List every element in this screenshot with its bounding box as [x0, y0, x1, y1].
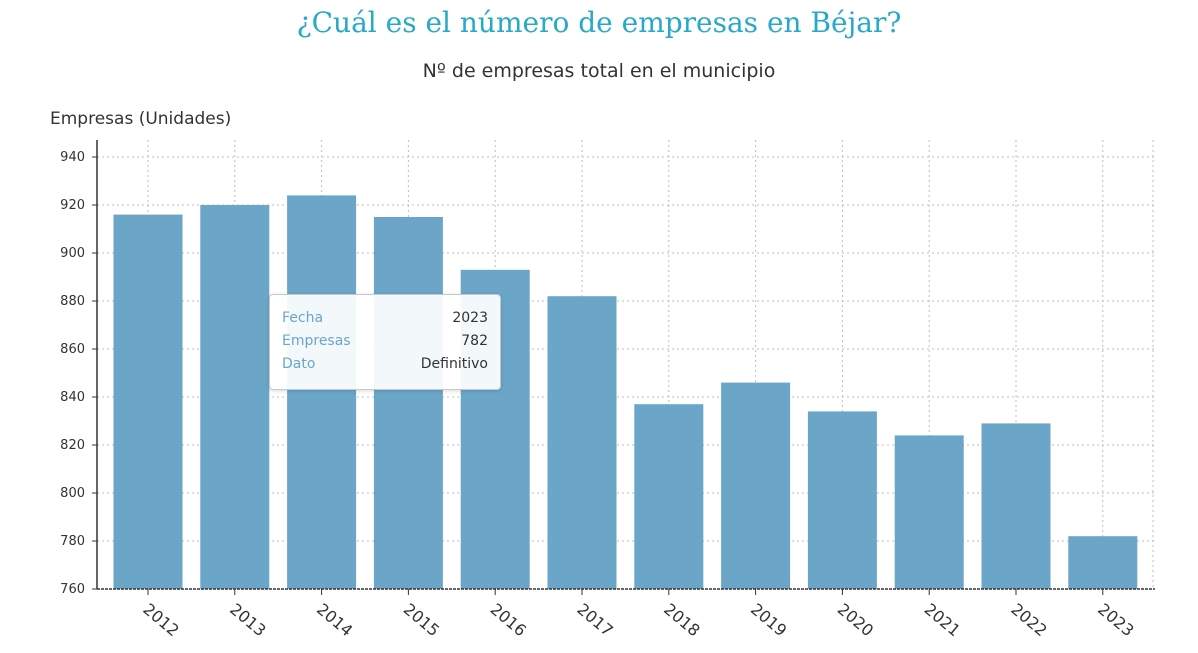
x-tick-label: 2020 — [834, 600, 877, 641]
y-tick-label: 880 — [60, 294, 85, 309]
chart-title: ¿Cuál es el número de empresas en Béjar? — [296, 6, 902, 39]
x-tick-label: 2019 — [747, 600, 790, 641]
x-tick-label: 2012 — [139, 600, 182, 641]
tooltip-value: 782 — [461, 333, 488, 349]
tooltip-row-empresas: Empresas 782 — [282, 333, 488, 353]
y-tick-label: 920 — [60, 198, 85, 213]
y-tick-label: 900 — [60, 246, 85, 261]
y-tick-label: 780 — [60, 534, 85, 549]
bar-2021 — [894, 435, 964, 589]
tooltip: Fecha 2023 Empresas 782 Dato Definitivo — [269, 294, 501, 390]
y-tick-label: 820 — [60, 438, 85, 453]
y-tick-label: 800 — [60, 486, 85, 501]
y-tick-label: 940 — [60, 150, 85, 165]
tooltip-value: Definitivo — [420, 356, 488, 372]
x-tick-label: 2016 — [487, 600, 530, 641]
chart-subtitle: Nº de empresas total en el municipio — [422, 60, 776, 82]
bar-2013 — [200, 205, 270, 589]
bar-2020 — [807, 411, 877, 589]
x-tick-label: 2021 — [921, 600, 964, 641]
bar-2015 — [373, 217, 443, 589]
x-tick-label: 2013 — [226, 600, 269, 641]
tooltip-key: Dato — [282, 356, 316, 372]
bar-2012 — [113, 214, 183, 589]
y-tick-label: 760 — [60, 582, 85, 597]
tooltip-row-dato: Dato Definitivo — [282, 356, 488, 376]
y-tick-label: 840 — [60, 390, 85, 405]
bar-2023 — [1068, 536, 1138, 589]
x-tick-label: 2018 — [660, 600, 703, 641]
bar-2017 — [547, 296, 617, 589]
bar-2018 — [634, 404, 704, 589]
x-tick-label: 2014 — [313, 600, 356, 641]
tooltip-key: Empresas — [282, 333, 351, 349]
bar-2014 — [287, 195, 357, 589]
y-axis-label: Empresas (Unidades) — [50, 109, 232, 129]
tooltip-value: 2023 — [452, 310, 488, 326]
x-tick-label: 2022 — [1007, 600, 1050, 641]
x-tick-label: 2023 — [1094, 600, 1137, 641]
bar-2022 — [981, 423, 1051, 589]
x-tick-label: 2015 — [400, 600, 443, 641]
tooltip-row-fecha: Fecha 2023 — [282, 310, 488, 330]
x-tick-label: 2017 — [573, 600, 616, 641]
y-tick-label: 860 — [60, 342, 85, 357]
tooltip-key: Fecha — [282, 310, 324, 326]
bar-2019 — [721, 382, 791, 589]
